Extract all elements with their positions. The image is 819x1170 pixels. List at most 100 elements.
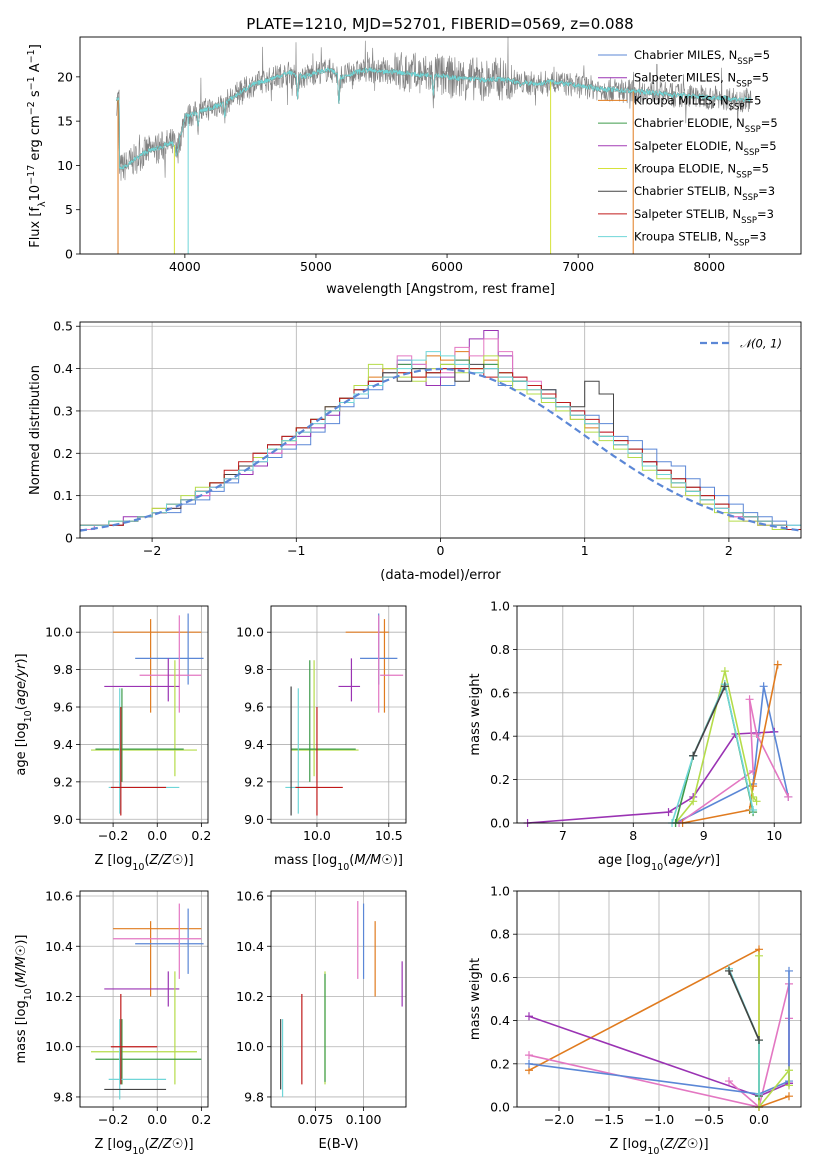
x-tick-label: 10.5 [375, 828, 403, 843]
axes-frame [79, 36, 802, 255]
y-tick-label: 0.2 [490, 1056, 510, 1071]
data-point-marker [785, 1081, 793, 1090]
y-tick-label: 0.4 [490, 729, 510, 744]
mass-weight-line [758, 955, 790, 1110]
legend-entry: Chabrier MILES, NSSP=5 [634, 48, 770, 67]
data-point-marker [752, 730, 761, 739]
y-axis-label: Normed distribution [28, 365, 43, 495]
y-tick-label: 10.6 [45, 889, 73, 904]
age-vs-metallicity-panel: −0.2 0.0 0.2 9.0 9.2 9.4 9.6 9.8 10.0 Z [log10(Z/… [14, 605, 211, 873]
y-tick-label: 0 [65, 247, 73, 262]
data-point-marker [525, 1051, 533, 1060]
data-point-marker [725, 1077, 733, 1086]
x-axis-label: E(B-V) [318, 1137, 358, 1152]
model-spectrum-line [116, 66, 752, 170]
residuals-histogram-panel: −2 −1 0 1 2 0 0.1 0.2 0.3 0.4 0.5 (data-model)/erro… [28, 319, 802, 583]
mass-weight-line [674, 681, 754, 824]
axes-frame [516, 890, 802, 1108]
data-point-marker [784, 792, 793, 801]
data-point-marker [525, 1059, 533, 1068]
spectrum-plot-area [116, 37, 752, 254]
y-tick-label: 10.0 [45, 625, 73, 640]
y-tick-label: 0.1 [53, 488, 73, 503]
figure-title: PLATE=1210, MJD=52701, FIBERID=0569, z=0… [246, 15, 633, 33]
legend-entry: Kroupa STELIB, NSSP=3 [634, 230, 766, 249]
mass-weight-vs-age-panel: 7 8 9 10 0.0 0.2 0.4 0.6 0.8 1.0 age [log10(age/yr… [468, 599, 802, 873]
y-tick-label: 10.0 [236, 625, 264, 640]
y-tick-label: 10.6 [236, 889, 264, 904]
y-tick-label: 0.8 [490, 642, 510, 657]
data-point-marker [689, 751, 698, 760]
x-axis-label: age [log10(age/yr)] [598, 853, 720, 873]
y-tick-label: 9.8 [244, 662, 264, 677]
axes-frame [270, 605, 407, 824]
age-vs-mass-panel: 10.0 10.5 9.0 9.2 9.4 9.6 9.8 10.0 mass [log10(M… [236, 605, 407, 873]
data-point-marker [785, 966, 793, 975]
y-tick-label: 10.0 [45, 1039, 73, 1054]
y-tick-label: 9.4 [53, 737, 73, 752]
x-axis-label: mass [log10(M/M☉)] [274, 853, 403, 873]
legend-entry: 𝒩(0, 1) [740, 337, 782, 351]
y-tick-label: 9.8 [53, 1089, 73, 1104]
x-tick-label: −0.5 [694, 1112, 724, 1127]
y-axis-label: Flux [fλ10−17 erg cm−2 s−1 A−1] [26, 44, 48, 248]
x-tick-label: 0.0 [749, 1112, 769, 1127]
y-tick-label: 0.2 [490, 772, 510, 787]
mass-weight-line [678, 699, 790, 824]
mass-weight-line [527, 731, 775, 824]
y-tick-label: 20 [57, 69, 73, 84]
data-point-marker [689, 797, 698, 806]
x-tick-label: 10.0 [303, 828, 331, 843]
x-axis-label: (data-model)/error [380, 568, 501, 583]
mass-weight-line [728, 970, 760, 1041]
axes-frame [79, 605, 209, 824]
data-point-marker [755, 1090, 763, 1099]
y-tick-label: 0.2 [53, 446, 73, 461]
legend-entry: Chabrier STELIB, NSSP=3 [634, 184, 775, 203]
x-tick-label: 0.075 [297, 1112, 333, 1127]
legend-entry: Salpeter STELIB, NSSP=3 [634, 207, 774, 226]
y-tick-label: 1.0 [490, 599, 510, 614]
legend-entry: Kroupa ELODIE, NSSP=5 [634, 162, 769, 181]
data-point-marker [755, 951, 763, 960]
data-point-marker [773, 660, 782, 669]
data-point-marker [755, 1036, 763, 1045]
x-tick-label: 1 [581, 543, 589, 558]
x-tick-label: 5000 [300, 259, 332, 274]
y-tick-label: 0.6 [490, 970, 510, 985]
spectrum-panel: 4000 5000 6000 7000 8000 0 5 10 15 20 wavelength [… [26, 36, 802, 297]
data-point-marker [749, 805, 758, 814]
y-tick-label: 10.2 [45, 989, 73, 1004]
x-tick-label: −1 [287, 543, 305, 558]
y-tick-label: 9.2 [53, 774, 73, 789]
y-tick-label: 15 [57, 114, 73, 129]
y-tick-label: 9.0 [53, 812, 73, 827]
x-tick-label: 6000 [431, 259, 463, 274]
mass-weight-line [728, 1080, 760, 1108]
data-point-marker [720, 682, 729, 691]
y-tick-label: 10.4 [45, 939, 73, 954]
data-point-marker [664, 808, 673, 817]
y-tick-label: 9.0 [244, 812, 264, 827]
y-tick-label: 10.4 [236, 939, 264, 954]
x-tick-label: 7000 [562, 259, 594, 274]
mass-weight-line [692, 685, 726, 757]
observed-spectrum-line [116, 37, 752, 181]
x-axis-label: Z [log10(Z/Z☉)] [94, 853, 193, 873]
y-tick-label: 10.2 [236, 989, 264, 1004]
x-tick-label: 0.0 [147, 1112, 167, 1127]
x-tick-label: −2.0 [544, 1112, 574, 1127]
x-tick-label: 8000 [693, 259, 725, 274]
legend-entry: Salpeter MILES, NSSP=5 [634, 71, 769, 90]
x-tick-label: −1.5 [594, 1112, 624, 1127]
y-tick-label: 0.0 [490, 1100, 510, 1115]
mass-vs-metallicity-panel: −0.2 0.0 0.2 9.8 10.0 10.2 10.4 10.6 Z [log10(Z/… [14, 889, 211, 1157]
x-tick-label: −2 [143, 543, 161, 558]
data-point-marker [525, 1012, 533, 1021]
y-tick-label: 10.0 [236, 1039, 264, 1054]
histogram-step-line [80, 359, 801, 538]
axes-frame [79, 890, 209, 1108]
y-tick-label: 0.5 [53, 319, 73, 334]
x-axis-label: Z [log10(Z/Z☉)] [609, 1137, 708, 1157]
